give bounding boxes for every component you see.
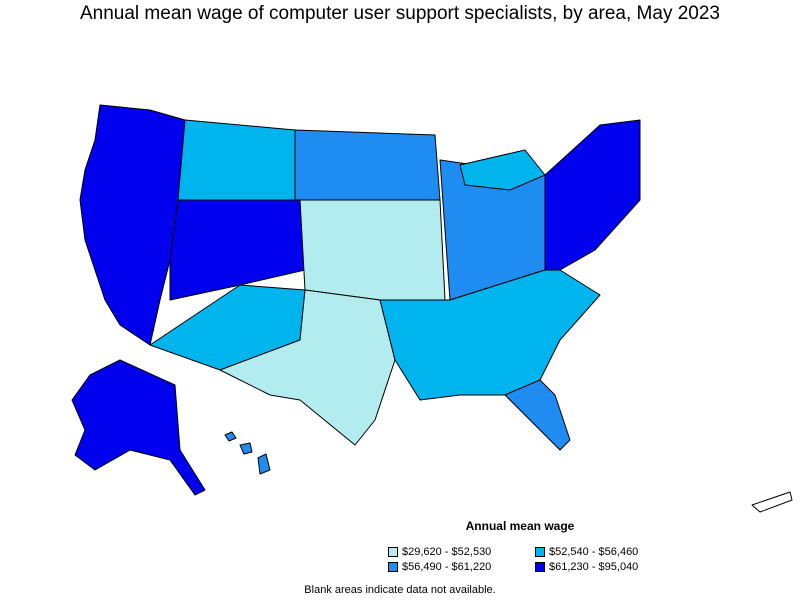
legend-item-3: $56,490 - $61,220 xyxy=(388,561,491,573)
legend-item-2: $52,540 - $56,460 xyxy=(535,546,638,558)
region-northeast xyxy=(544,119,641,271)
region-alaska xyxy=(71,359,206,496)
region-central-plains xyxy=(299,199,446,301)
map-title: Annual mean wage of computer user suppor… xyxy=(79,3,721,24)
region-great-basin xyxy=(169,199,306,301)
legend-swatch-1 xyxy=(388,547,398,557)
region-southeast xyxy=(379,269,601,401)
footnote: Blank areas indicate data not available. xyxy=(304,584,496,596)
legend-label-3: $56,490 - $61,220 xyxy=(402,561,492,573)
region-florida xyxy=(504,379,571,451)
region-northern-plains xyxy=(294,129,441,206)
region-texas xyxy=(219,289,396,446)
region-inland-northwest xyxy=(177,119,296,201)
region-great-lakes xyxy=(459,149,546,191)
region-hawaii xyxy=(224,431,271,475)
legend-item-4: $61,230 - $95,040 xyxy=(535,561,638,573)
legend-swatch-4 xyxy=(535,562,545,572)
legend-swatch-3 xyxy=(388,562,398,572)
region-puerto-rico xyxy=(751,491,793,513)
legend-swatch-2 xyxy=(535,547,545,557)
legend-item-1: $29,620 - $52,530 xyxy=(388,546,491,558)
legend-label-4: $61,230 - $95,040 xyxy=(549,561,639,573)
region-pacific-coast xyxy=(79,104,186,346)
legend-label-1: $29,620 - $52,530 xyxy=(402,546,492,558)
legend-title: Annual mean wage xyxy=(465,519,575,533)
legend-label-2: $52,540 - $56,460 xyxy=(549,546,639,558)
